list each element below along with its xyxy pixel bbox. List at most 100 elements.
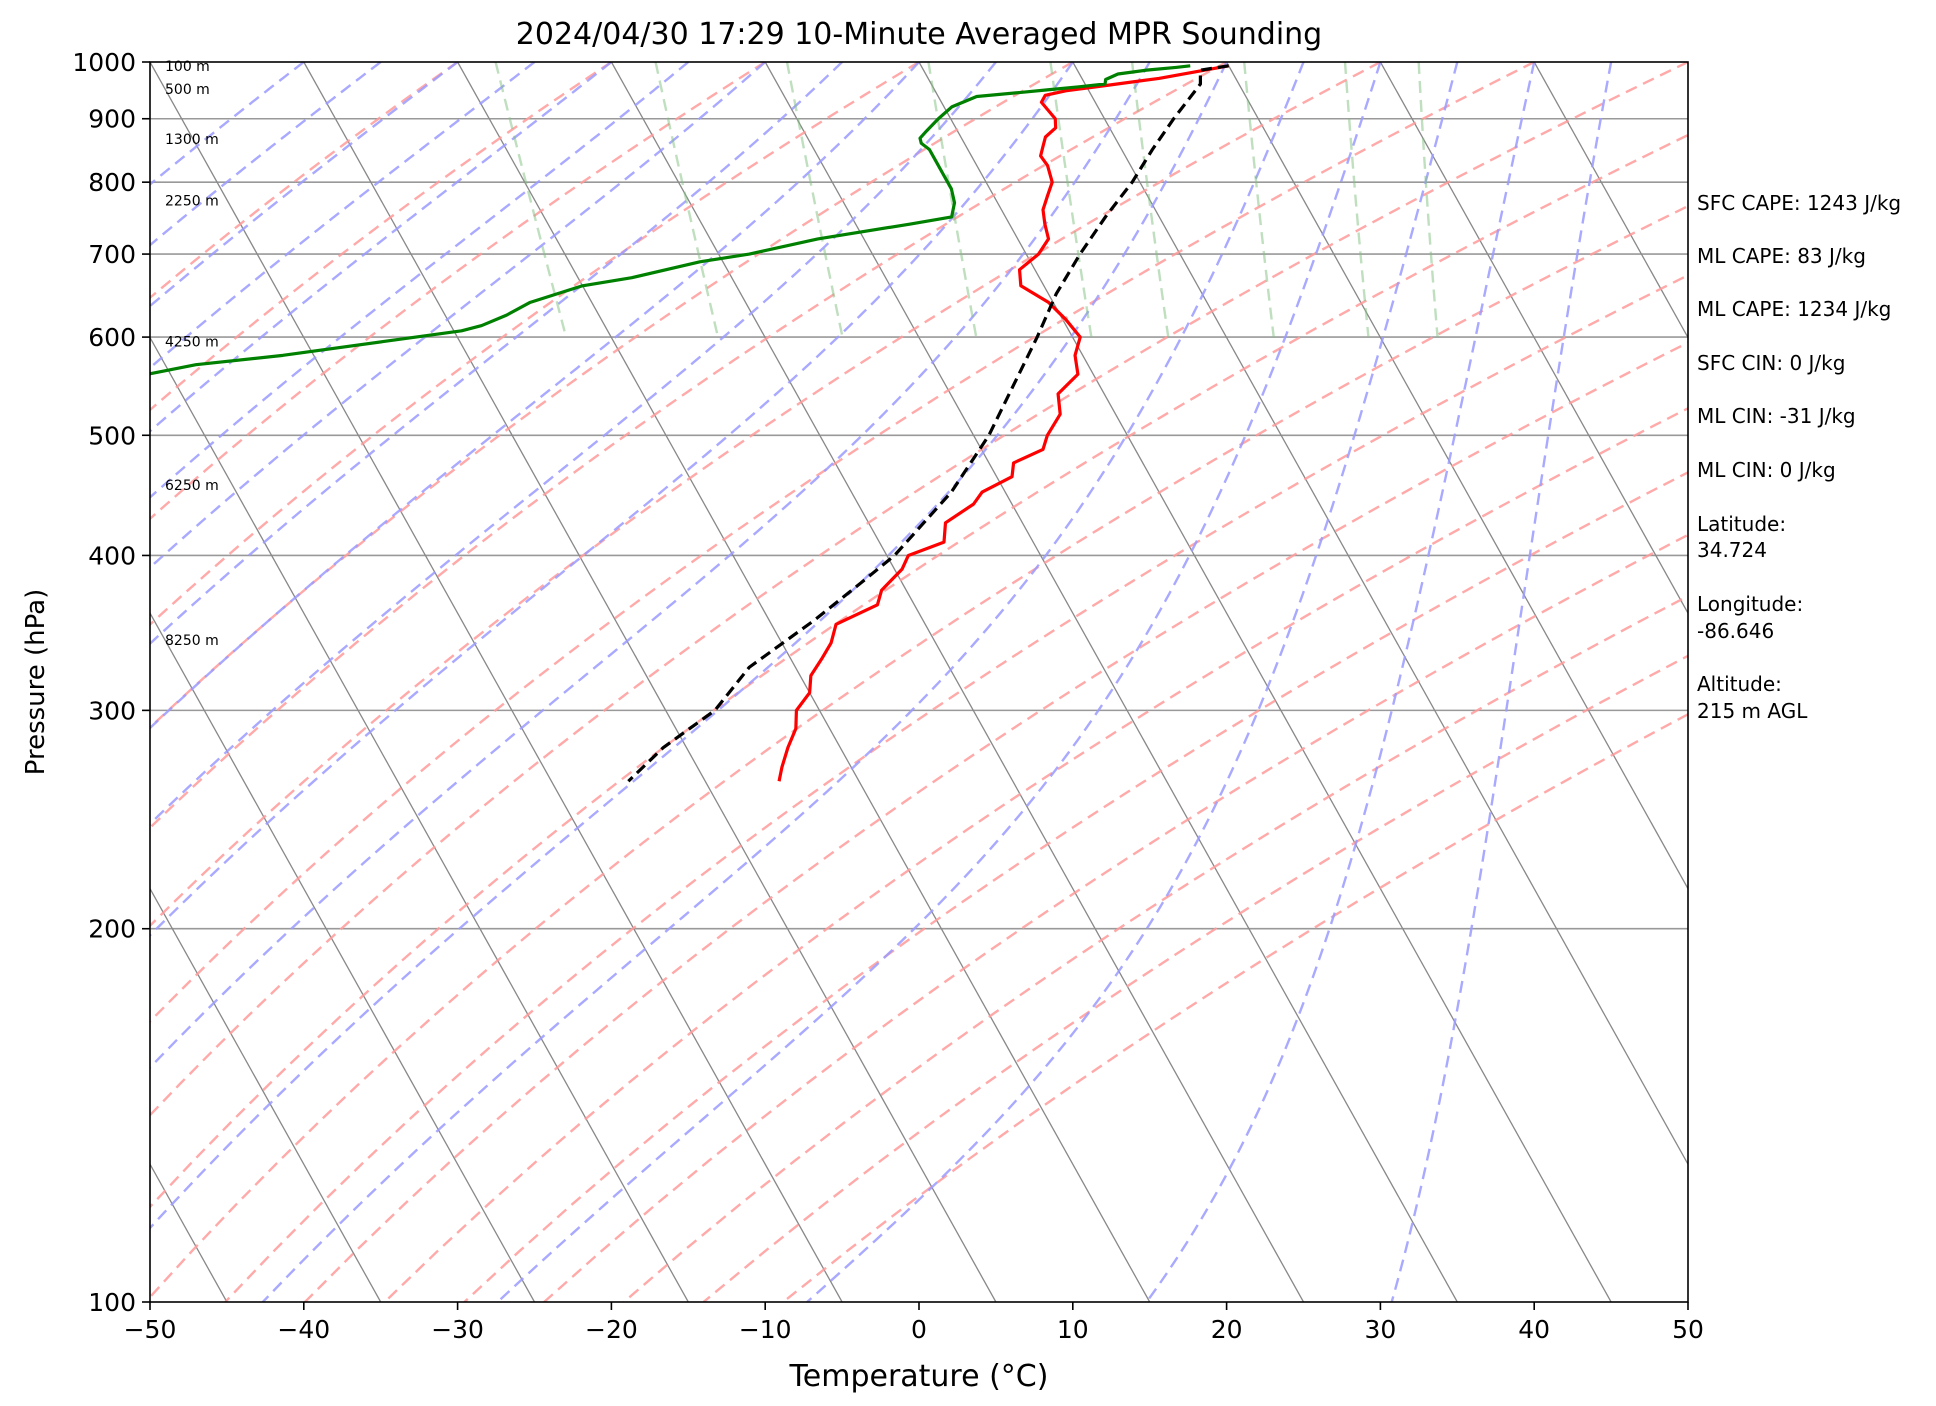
height-label: 8250 m <box>165 633 219 649</box>
moist-adiabat-line <box>150 62 1074 937</box>
dry-adiabat-line <box>150 62 1688 1117</box>
dry-adiabat-line <box>623 594 1688 1302</box>
mixing-ratio-line <box>1343 62 1370 338</box>
grid-layer <box>150 62 1688 1302</box>
moist-adiabat-line <box>150 62 1228 1230</box>
y-tick-label: 200 <box>88 915 136 944</box>
dry-adiabat-line <box>150 133 1688 1209</box>
dry-adiabat-line <box>150 204 1688 1299</box>
isotherm-line <box>150 62 843 1302</box>
x-tick-label: −10 <box>739 1315 792 1344</box>
mixing-ratio-line <box>1049 62 1093 338</box>
ml-cape-text: ML CAPE: 83 J/kg <box>1697 244 1866 268</box>
x-tick-label: −50 <box>124 1315 177 1344</box>
moist-adiabat-line <box>150 62 382 247</box>
dry-adiabat-line <box>224 273 1688 1302</box>
dry-adiabat-line <box>150 62 1228 830</box>
isotherm-line <box>764 62 1458 1302</box>
isotherm-line <box>150 611 536 1302</box>
x-tick-label: 0 <box>911 1315 927 1344</box>
isotherm-line <box>150 336 689 1302</box>
moist-adiabat-line <box>150 62 613 433</box>
dry-adiabat-line <box>782 712 1688 1302</box>
x-tick-label: 20 <box>1211 1315 1243 1344</box>
x-axis: −50 −40 −30 −20 −10 0 10 20 30 40 50 <box>124 1302 1704 1344</box>
y-tick-label: 300 <box>88 696 136 725</box>
dry-adiabat-line <box>150 62 1381 928</box>
altitude-value: 215 m AGL <box>1697 699 1808 723</box>
chart-title: 2024/04/30 17:29 10-Minute Averaged MPR … <box>516 17 1322 52</box>
x-tick-label: 50 <box>1672 1315 1704 1344</box>
mixing-ratio-line <box>1242 62 1275 338</box>
dry-adiabat-line <box>150 62 613 412</box>
isotherm-line <box>303 62 997 1302</box>
moist-adiabat-line <box>150 62 690 499</box>
moist-adiabat-line <box>150 62 920 730</box>
moist-adiabat-line <box>1390 62 1613 1302</box>
dry-adiabat-line <box>150 62 920 627</box>
moist-adiabat-line <box>1145 62 1536 1302</box>
height-label: 2250 m <box>165 194 219 210</box>
y-tick-label: 600 <box>88 323 136 352</box>
y-tick-label: 800 <box>88 168 136 197</box>
height-label: 500 m <box>165 82 210 98</box>
y-tick-label: 900 <box>88 105 136 134</box>
dry-adiabat-line <box>150 62 1535 1024</box>
altitude-label: Altitude: <box>1697 672 1782 696</box>
ml-cin-2-text: ML CIN: 0 J/kg <box>1697 458 1836 482</box>
mixing-ratio-line <box>654 62 720 338</box>
dewpoint-trace <box>150 64 1191 376</box>
y-tick-label: 700 <box>88 240 136 269</box>
x-tick-label: −20 <box>585 1315 638 1344</box>
moist-adiabat-line <box>150 62 843 646</box>
y-tick-label: 500 <box>88 421 136 450</box>
moist-adiabat-line <box>150 62 459 308</box>
side-info-panel: SFC CAPE: 1243 J/kg ML CAPE: 83 J/kg ML … <box>1697 191 1901 723</box>
isotherm-line <box>1533 62 1688 339</box>
ml-cape-2-text: ML CAPE: 1234 J/kg <box>1697 297 1891 321</box>
mixing-ratio-line <box>785 62 844 338</box>
sfc-cape-text: SFC CAPE: 1243 J/kg <box>1697 191 1901 215</box>
x-tick-label: 40 <box>1518 1315 1550 1344</box>
latitude-value: 34.724 <box>1697 538 1767 562</box>
moist-adiabat-line <box>806 62 1459 1302</box>
height-label: 1300 m <box>165 132 219 148</box>
isotherm-line <box>1226 62 1688 891</box>
dry-adiabat-line <box>383 406 1688 1302</box>
data-layer <box>150 64 1229 783</box>
y-axis-label: Pressure (hPa) <box>21 589 51 776</box>
sfc-cin-text: SFC CIN: 0 J/kg <box>1697 351 1845 375</box>
moist-adiabat-line <box>150 62 1151 1070</box>
moist-adiabat-line <box>150 62 766 570</box>
y-tick-label: 400 <box>88 541 136 570</box>
isotherm-line <box>457 62 1151 1302</box>
moist-adiabat-line <box>150 62 997 826</box>
dry-adiabat-line <box>150 62 766 521</box>
x-tick-label: 30 <box>1364 1315 1396 1344</box>
moist-adiabat-line <box>150 62 305 186</box>
parcel-profile-trace <box>627 64 1229 783</box>
isotherm-line <box>610 62 1305 1302</box>
height-label: 6250 m <box>165 478 219 494</box>
longitude-value: -86.646 <box>1697 619 1774 643</box>
isotherm-line <box>1379 62 1688 615</box>
mixing-ratio-line <box>1130 62 1170 338</box>
x-tick-label: 10 <box>1057 1315 1089 1344</box>
x-axis-label: Temperature (°C) <box>789 1359 1049 1394</box>
temperature-trace <box>777 64 1229 782</box>
moist-adiabat-line <box>150 62 536 370</box>
ml-cin-text: ML CIN: -31 J/kg <box>1697 404 1856 428</box>
dry-adiabat-line <box>304 341 1688 1302</box>
isotherm-line <box>918 62 1612 1302</box>
mixing-ratio-line <box>494 62 568 338</box>
dry-adiabat-line <box>543 533 1688 1302</box>
height-label: 4250 m <box>165 335 219 351</box>
y-axis: 1000 900 800 700 600 500 400 300 200 100 <box>72 48 150 1317</box>
y-tick-label: 100 <box>88 1288 136 1317</box>
mixing-ratio-line <box>1417 62 1439 338</box>
height-labels: 100 m 500 m 1300 m 2250 m 4250 m 6250 m 8250 m <box>165 59 219 649</box>
latitude-label: Latitude: <box>1697 512 1786 536</box>
